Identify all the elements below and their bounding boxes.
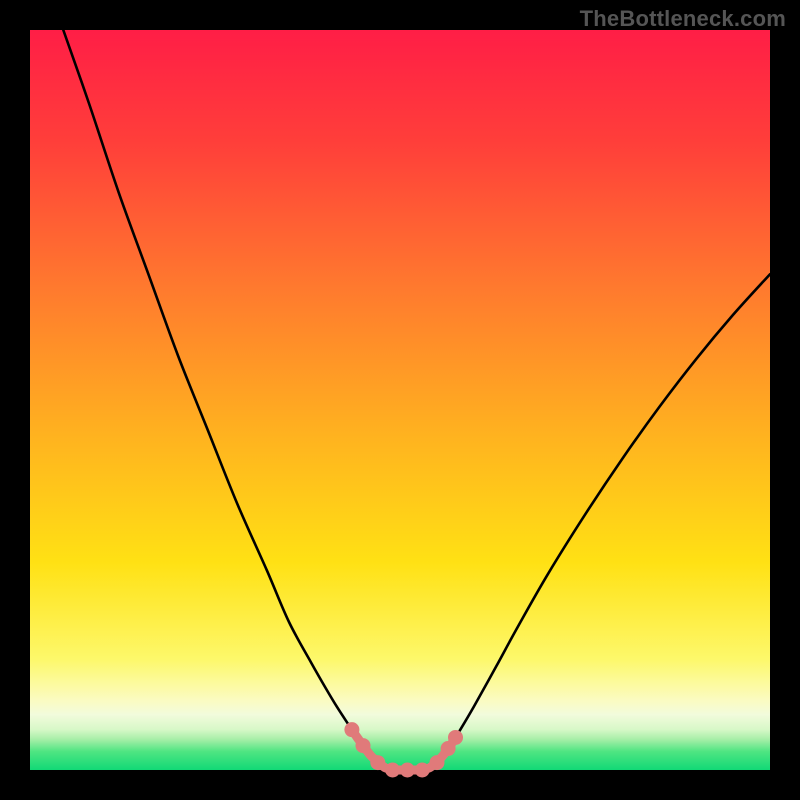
- highlight-marker: [356, 738, 371, 753]
- highlight-marker: [430, 755, 445, 770]
- highlight-marker: [400, 763, 415, 778]
- highlight-marker: [415, 763, 430, 778]
- highlight-marker: [448, 730, 463, 745]
- chart-stage: TheBottleneck.com: [0, 0, 800, 800]
- highlight-marker: [344, 722, 359, 737]
- bottleneck-chart: [0, 0, 800, 800]
- watermark-text: TheBottleneck.com: [580, 6, 786, 32]
- plot-background-gradient: [30, 30, 770, 770]
- highlight-marker: [370, 755, 385, 770]
- highlight-marker: [385, 763, 400, 778]
